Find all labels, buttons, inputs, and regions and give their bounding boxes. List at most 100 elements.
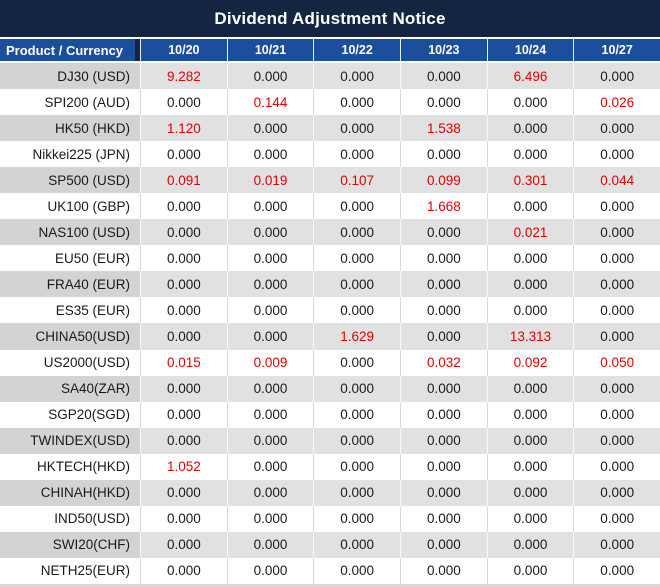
dividend-value: 0.000	[400, 427, 487, 454]
dividend-value: 0.000	[573, 479, 660, 506]
dividend-value: 0.000	[573, 219, 660, 246]
dividend-value: 0.000	[313, 271, 401, 298]
dividend-value: 0.000	[573, 193, 660, 220]
product-label: EU50 (EUR)	[54, 250, 130, 266]
dividend-value: 0.000	[140, 401, 227, 428]
column-header-date: 10/21	[226, 39, 314, 61]
dividend-value: 0.000	[400, 141, 487, 168]
dividend-value: 0.000	[226, 427, 314, 454]
dividend-value: 0.000	[140, 245, 227, 272]
page-title: Dividend Adjustment Notice	[214, 8, 446, 28]
dividend-value: 0.000	[573, 323, 660, 350]
dividend-value: 0.000	[486, 141, 574, 168]
table-row: FRA40 (EUR) 0.000 0.000 0.000 0.000 0.000 0.00…	[0, 271, 660, 298]
table-row: US2000(USD) 0.015 0.009 0.000 0.032 0.092 0.05…	[0, 349, 660, 376]
dividend-value: 0.000	[400, 271, 487, 298]
dividend-value: 0.000	[313, 427, 401, 454]
dividend-value: 0.000	[400, 323, 487, 350]
dividend-value: 0.000	[400, 401, 487, 428]
dividend-value: 0.000	[486, 193, 574, 220]
dividend-value: 0.000	[313, 141, 400, 168]
dividend-value: 0.000	[400, 531, 487, 558]
product-label: SP500 (USD)	[0, 167, 140, 194]
table-row: HK50 (HKD) 1.120 0.000 0.000 1.538 0.000 0.000	[0, 115, 660, 142]
dividend-value: 0.000	[486, 453, 574, 480]
dividend-value: 0.000	[226, 479, 314, 506]
table-row: IND50(USD) 0.000 0.000 0.000 0.000 0.000 0.000	[0, 505, 660, 532]
dividend-value: 0.000	[573, 557, 660, 584]
dividend-value: 6.496	[486, 63, 574, 90]
dividend-value: 0.000	[486, 245, 574, 272]
dividend-value: 0.044	[573, 167, 660, 194]
dividend-value: 0.000	[400, 375, 487, 402]
dividend-value: 0.000	[400, 557, 487, 584]
dividend-value: 0.000	[573, 141, 660, 168]
dividend-value: 0.000	[226, 375, 314, 402]
dividend-value: 0.000	[486, 375, 574, 402]
column-header-date: 10/23	[400, 39, 487, 61]
dividend-value: 0.000	[140, 505, 227, 532]
dividend-value: 0.000	[486, 557, 574, 584]
table-body: DJ30 (USD) 9.282 0.000 0.000 0.000 6.496 0.000…	[0, 63, 660, 584]
dividend-value: 0.091	[140, 167, 227, 194]
dividend-value: 0.000	[226, 531, 314, 558]
product-label: CHINA50(USD)	[0, 323, 140, 350]
product-label: SPI200 (AUD)	[44, 94, 130, 110]
dividend-value: 0.000	[140, 297, 227, 324]
product-label: TWINDEX(USD)	[0, 427, 140, 454]
dividend-value: 0.000	[400, 89, 487, 116]
dividend-value: 1.668	[400, 193, 487, 220]
dividend-value: 0.000	[486, 479, 574, 506]
dividend-value: 0.000	[313, 349, 400, 376]
dividend-value: 0.000	[226, 245, 314, 272]
table-row: NAS100 (USD) 0.000 0.000 0.000 0.000 0.021 0.0…	[0, 219, 660, 246]
dividend-value: 0.000	[313, 115, 401, 142]
product-label: UK100 (GBP)	[47, 198, 130, 214]
dividend-value: 0.000	[226, 453, 314, 480]
dividend-value: 0.000	[313, 219, 401, 246]
product-label: ES35 (EUR)	[55, 302, 130, 318]
dividend-value: 0.000	[226, 401, 314, 428]
dividend-value: 0.000	[226, 297, 314, 324]
dividend-value: 1.120	[140, 115, 227, 142]
bottom-border-strip	[0, 584, 660, 587]
dividend-value: 0.107	[313, 167, 401, 194]
dividend-value: 0.000	[313, 505, 400, 532]
table-row: SPI200 (AUD) 0.000 0.144 0.000 0.000 0.000 0.0…	[0, 89, 660, 116]
dividend-value: 0.099	[400, 167, 487, 194]
product-label: SWI20(CHF)	[0, 531, 140, 558]
table-header-row: Product / Currency 10/20 10/21 10/22 10/…	[0, 39, 660, 63]
dividend-value: 0.000	[573, 115, 660, 142]
dividend-value: 0.144	[226, 89, 314, 116]
dividend-value: 0.000	[573, 63, 660, 90]
product-label: Nikkei225 (JPN)	[32, 146, 130, 162]
dividend-value: 0.000	[486, 115, 574, 142]
table-row: SWI20(CHF) 0.000 0.000 0.000 0.000 0.000 0.000	[0, 531, 660, 558]
dividend-value: 9.282	[140, 63, 227, 90]
dividend-value: 0.000	[573, 375, 660, 402]
dividend-value: 0.000	[140, 323, 227, 350]
dividend-value: 0.000	[313, 557, 400, 584]
table-row: NETH25(EUR) 0.000 0.000 0.000 0.000 0.000 0.00…	[0, 557, 660, 584]
dividend-value: 0.000	[400, 245, 487, 272]
product-label: CHINAH(HKD)	[0, 479, 140, 506]
dividend-value: 0.000	[140, 89, 227, 116]
dividend-value: 0.000	[400, 505, 487, 532]
table-row: HKTECH(HKD) 1.052 0.000 0.000 0.000 0.000 0.00…	[0, 453, 660, 480]
dividend-value: 0.000	[140, 219, 227, 246]
table-row: Nikkei225 (JPN) 0.000 0.000 0.000 0.000 0.000…	[0, 141, 660, 168]
dividend-value: 0.000	[486, 427, 574, 454]
dividend-value: 0.015	[140, 349, 227, 376]
table-row: CHINAH(HKD) 0.000 0.000 0.000 0.000 0.000 0.00…	[0, 479, 660, 506]
dividend-value: 1.538	[400, 115, 487, 142]
dividend-value: 0.000	[573, 427, 660, 454]
dividend-value: 0.000	[486, 401, 574, 428]
dividend-value: 1.052	[140, 453, 227, 480]
product-label: DJ30 (USD)	[0, 63, 140, 90]
dividend-value: 0.000	[573, 297, 660, 324]
dividend-value: 0.000	[140, 479, 227, 506]
dividend-value: 0.000	[313, 401, 400, 428]
dividend-value: 0.000	[313, 89, 400, 116]
table-row: EU50 (EUR) 0.000 0.000 0.000 0.000 0.000 0.000	[0, 245, 660, 272]
